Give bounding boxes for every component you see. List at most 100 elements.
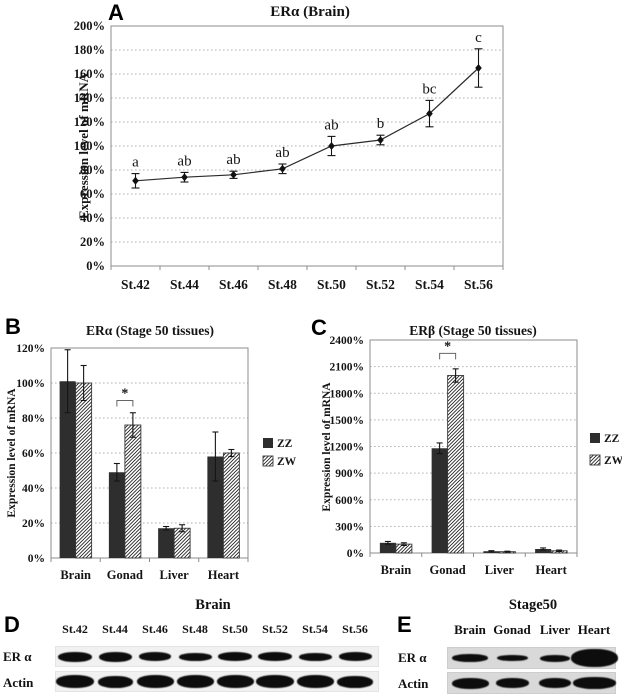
chart-title: ERα (Stage 50 tissues)	[86, 323, 214, 338]
x-tick-label: St.44	[170, 277, 199, 292]
blot-strip	[447, 672, 616, 694]
x-tick-label: Liver	[485, 563, 515, 577]
blot-lane-label: St.48	[182, 622, 208, 636]
blot-band	[338, 652, 372, 661]
y-tick-label: 1800%	[330, 388, 365, 400]
data-point	[279, 164, 286, 173]
blot-lane-label: St.44	[102, 622, 128, 636]
y-axis-title: Expression level of mRNA	[321, 382, 333, 512]
blot-band	[98, 651, 132, 662]
y-tick-label: 100%	[16, 378, 45, 390]
blot-band	[136, 675, 174, 688]
y-tick-label: 1200%	[330, 442, 365, 454]
blot-lane-label: St.54	[302, 622, 328, 636]
y-tick-label: 300%	[335, 521, 364, 533]
y-axis-title: Expression level of mRNA	[6, 388, 18, 518]
x-tick-label: Heart	[536, 563, 568, 577]
x-tick-label: St.52	[366, 277, 395, 292]
data-point	[181, 173, 188, 182]
blot-lane-label: Brain	[454, 622, 486, 637]
blot-lane-label: Gonad	[493, 622, 531, 637]
blot-band	[258, 652, 292, 661]
significance-bracket	[439, 352, 457, 360]
blot-d-title: Brain	[195, 597, 231, 613]
x-tick-label: St.56	[464, 277, 493, 292]
blot-lane-label: St.42	[62, 622, 88, 636]
bar-chart-era-stage50-tissues: 0% 20% 40% 60% 80% 100% 120% Brain Gonad Liver Hea…	[6, 323, 297, 582]
blot-band	[298, 652, 332, 661]
y-tick-label: 60%	[22, 448, 45, 460]
data-point	[426, 109, 433, 118]
blot-band	[178, 652, 212, 661]
bar-zz	[158, 528, 175, 558]
bar-zz	[379, 542, 396, 553]
blot-lane-label: Heart	[577, 622, 611, 637]
bar-zz	[207, 456, 224, 558]
y-tick-label: 100%	[74, 139, 105, 153]
significance-letter: ab	[177, 153, 191, 169]
data-point	[475, 64, 482, 72]
data-point	[230, 170, 237, 179]
significance-letter: b	[377, 116, 385, 132]
bar-zz	[535, 549, 552, 553]
y-tick-label: 80%	[22, 413, 45, 425]
bar-zw	[75, 382, 93, 559]
blot-lane-label: St.52	[262, 622, 288, 636]
x-tick-label: St.48	[268, 277, 297, 292]
chart-title: ERα (Brain)	[270, 4, 350, 20]
y-tick-label: 40%	[22, 483, 45, 495]
blot-lane-label: Liver	[539, 622, 571, 637]
blot-band	[216, 675, 254, 688]
blot-band	[452, 654, 488, 662]
legend-label-zw: ZW	[604, 455, 622, 467]
blot-band	[256, 675, 294, 688]
blot-band	[139, 652, 171, 661]
blot-band	[451, 677, 489, 689]
chart-title: ERβ (Stage 50 tissues)	[409, 323, 537, 338]
y-tick-label: 140%	[74, 91, 105, 105]
y-tick-label: 20%	[80, 235, 105, 249]
blot-band	[496, 655, 528, 661]
panel-e-label: E	[397, 612, 412, 637]
bar-zw	[124, 424, 142, 559]
significance-letter: ab	[275, 145, 289, 161]
significance-asterisk: *	[444, 339, 451, 354]
x-tick-label: Liver	[160, 568, 190, 582]
blot-band	[296, 675, 334, 688]
blot-row-label: ER α	[398, 650, 427, 665]
y-tick-label: 20%	[22, 518, 45, 530]
blot-panel-brain-stages: D Brain St.42 St.44 St.46 St.48 St.50 St.52 St…	[0, 595, 395, 697]
blot-e-title: Stage50	[508, 597, 558, 613]
blot-band	[58, 651, 92, 662]
blot-band	[495, 678, 529, 688]
blot-row-label: Actin	[3, 675, 34, 690]
panel-d-label: D	[4, 612, 20, 637]
y-tick-label: 2100%	[330, 362, 365, 374]
significance-bracket	[116, 400, 134, 407]
blot-lane-label: St.56	[342, 622, 368, 636]
y-tick-label: 80%	[80, 163, 105, 177]
x-tick-label: Heart	[208, 568, 240, 582]
y-tick-label: 0%	[347, 548, 364, 560]
bar-zz	[108, 472, 125, 558]
legend-swatch-zw	[262, 455, 274, 467]
plot-border	[369, 339, 578, 554]
legend-label-zz: ZZ	[604, 433, 620, 445]
panel-a-label: A	[108, 0, 124, 25]
blot-lane-label: St.50	[222, 622, 248, 636]
data-point	[132, 176, 139, 185]
y-tick-label: 200%	[74, 19, 105, 33]
x-tick-label: St.54	[415, 277, 444, 292]
blot-band	[572, 677, 616, 689]
blot-band	[337, 675, 373, 688]
data-point	[328, 142, 335, 150]
data-point	[377, 136, 384, 144]
y-tick-label: 120%	[16, 343, 45, 355]
blot-band	[570, 649, 618, 667]
legend-label-zw: ZW	[277, 456, 297, 468]
significance-letter: c	[475, 30, 482, 46]
panel-b-label: B	[5, 314, 21, 339]
y-tick-label: 1500%	[330, 415, 365, 427]
panel-c-label: C	[311, 315, 327, 340]
blot-panel-stage50-tissues: E Stage50 Brain Gonad Liver Heart ER α Actin	[395, 595, 622, 697]
